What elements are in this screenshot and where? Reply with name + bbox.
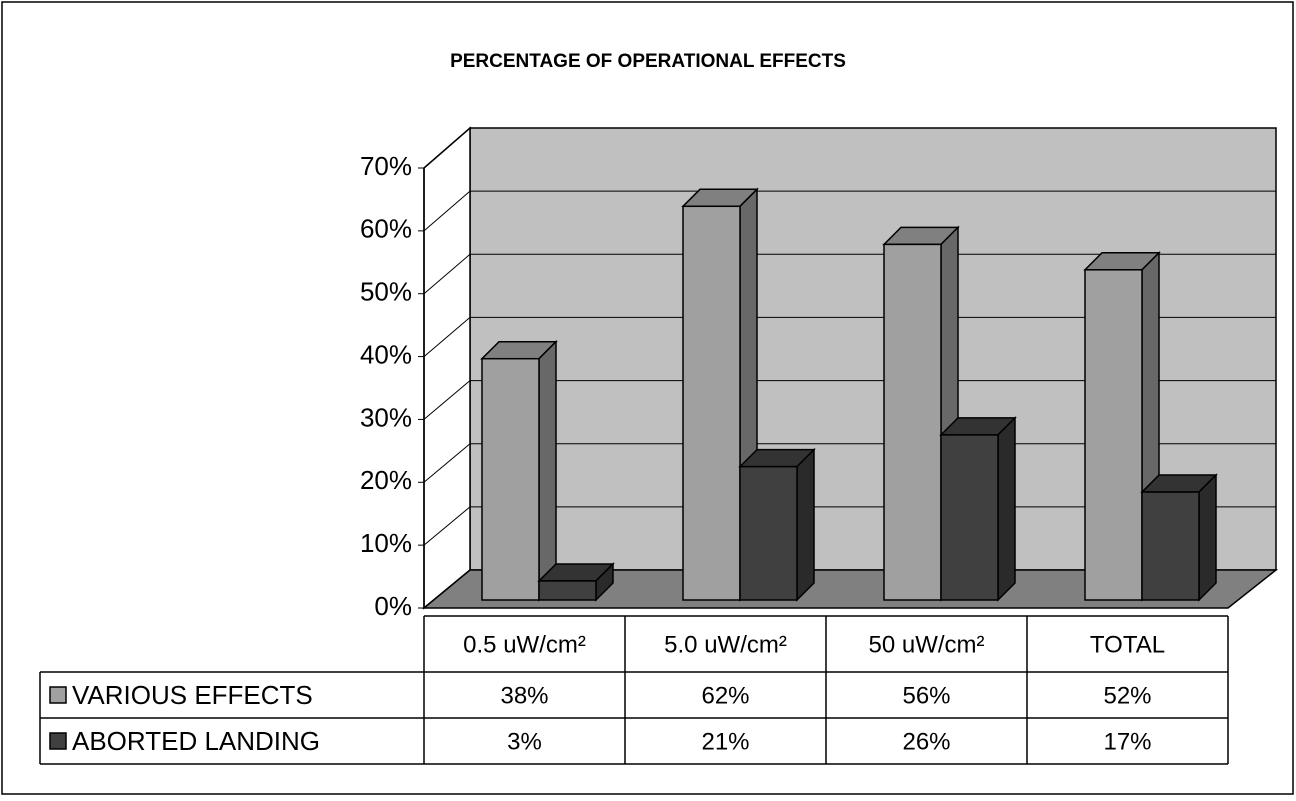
- bar-front: [682, 205, 741, 601]
- bar: [480, 339, 558, 602]
- bar: [537, 562, 615, 602]
- bar: [939, 416, 1017, 602]
- grid-line: [423, 127, 471, 169]
- legend-label: ABORTED LANDING: [72, 726, 320, 756]
- y-tick-label: 40%: [360, 339, 412, 369]
- bar-side: [997, 416, 1016, 602]
- x-tick-label: 0.5 uW/cm²: [463, 631, 586, 658]
- x-tick-label: 50 uW/cm²: [868, 631, 984, 658]
- data-label: 56%: [902, 682, 950, 709]
- data-label: 21%: [701, 728, 749, 755]
- y-tick-label: 60%: [360, 214, 412, 244]
- bar-front: [883, 243, 942, 601]
- side-wall: [423, 126, 471, 610]
- x-tick-label: TOTAL: [1090, 631, 1165, 658]
- bar: [1140, 473, 1218, 602]
- grid-line: [423, 317, 471, 357]
- grid-line: [423, 506, 471, 546]
- data-label: 62%: [701, 682, 749, 709]
- y-tick-label: 20%: [360, 465, 412, 495]
- bar-side: [538, 339, 557, 602]
- data-label: 26%: [902, 728, 950, 755]
- grid-line: [423, 253, 471, 295]
- grid-line: [423, 380, 471, 420]
- y-tick-label: 10%: [360, 528, 412, 558]
- chart-title: PERCENTAGE OF OPERATIONAL EFFECTS: [450, 51, 846, 72]
- data-label: 38%: [500, 682, 548, 709]
- bar-side: [1198, 473, 1217, 602]
- legend-key: [49, 732, 67, 750]
- data-label: 52%: [1103, 682, 1151, 709]
- bar-side: [796, 447, 815, 602]
- y-tick-label: 50%: [360, 277, 412, 307]
- x-tick-label: 5.0 uW/cm²: [664, 631, 787, 658]
- bar-front: [1141, 491, 1200, 601]
- y-tick-label: 30%: [360, 402, 412, 432]
- bar-front: [481, 357, 540, 601]
- legend-label: VARIOUS EFFECTS: [72, 680, 313, 710]
- bar-front: [940, 434, 999, 601]
- bar-front: [1084, 269, 1143, 601]
- y-tick-label: 70%: [360, 151, 412, 181]
- data-label: 17%: [1103, 728, 1151, 755]
- bar-front: [739, 465, 798, 601]
- bar-front: [538, 580, 597, 601]
- floor: [421, 569, 1279, 609]
- legend-key: [49, 686, 67, 704]
- y-tick-label: 0%: [374, 591, 412, 621]
- data-label: 3%: [507, 728, 542, 755]
- bar: [738, 447, 816, 602]
- grid-line: [423, 190, 471, 232]
- grid-line: [423, 443, 471, 483]
